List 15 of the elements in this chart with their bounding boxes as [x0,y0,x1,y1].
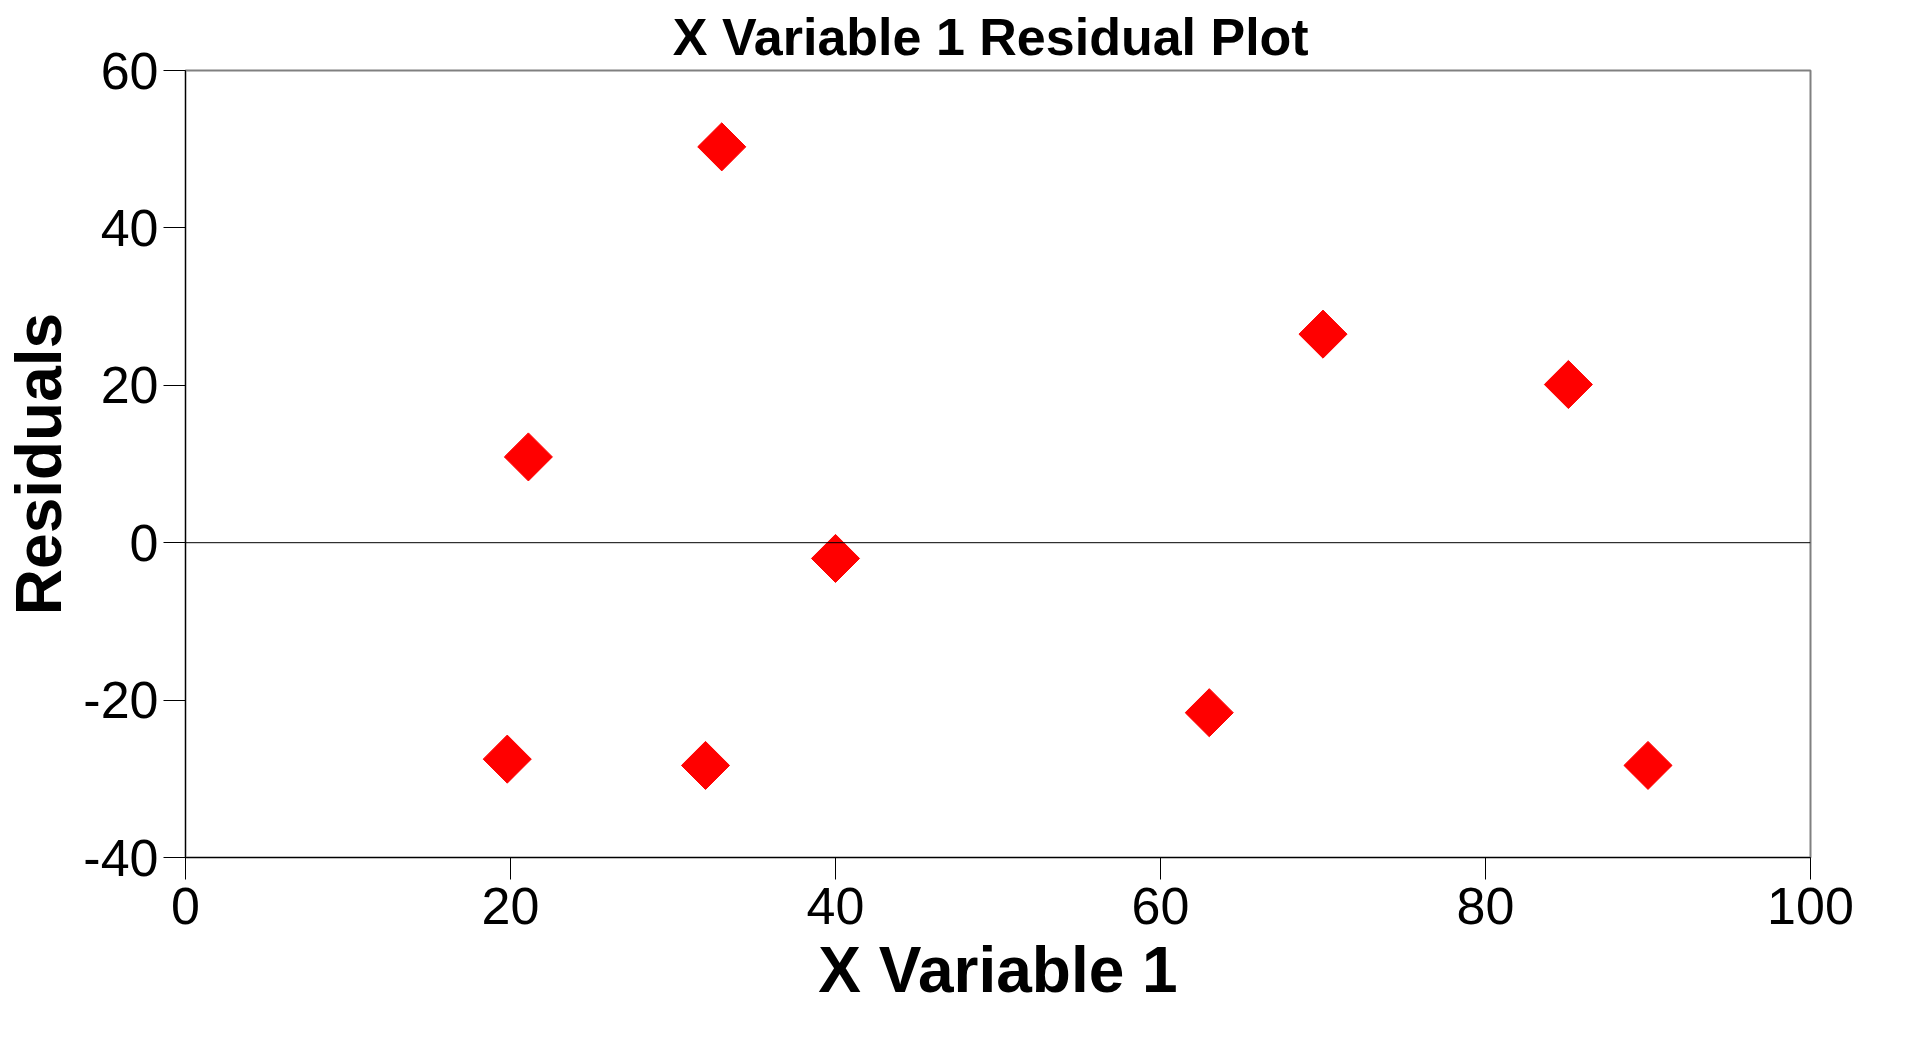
chart-title: X Variable 1 Residual Plot [672,7,1309,66]
x-tick-label: 100 [1767,876,1854,935]
x-tick-label: 20 [481,876,540,935]
x-tick-label: 60 [1131,876,1190,935]
y-axis-title: Residuals [3,312,76,616]
y-tick-label: 60 [100,41,159,100]
x-tick-label: 80 [1456,876,1515,935]
y-tick-label: 20 [100,356,159,415]
y-tick-label: 40 [100,198,159,257]
x-axis-title: X Variable 1 [818,933,1178,1006]
y-tick-label: 0 [129,513,159,572]
y-tick-label: -20 [83,671,159,730]
y-tick-label: -40 [83,828,159,887]
x-tick-label: 40 [806,876,865,935]
x-tick-label: 0 [171,876,200,935]
